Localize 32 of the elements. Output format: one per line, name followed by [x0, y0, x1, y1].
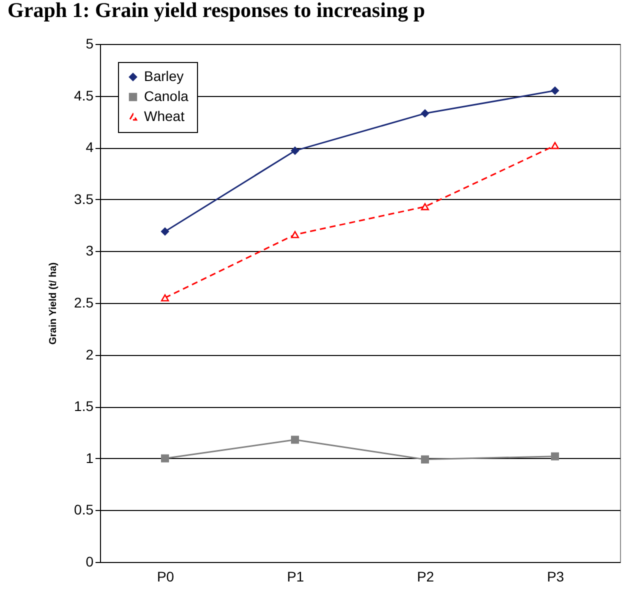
point: [550, 86, 560, 95]
point: [290, 231, 300, 238]
y-tick-label: 3: [86, 242, 94, 259]
y-tick-label: 5: [86, 36, 94, 52]
y-tick-label: 2: [86, 346, 94, 362]
x-tick-label: P1: [286, 568, 304, 584]
point: [160, 454, 170, 462]
y-axis-title: Grain Yield (t/ ha): [48, 262, 60, 345]
legend-label: Canola: [144, 88, 189, 104]
point: [420, 203, 430, 210]
point: [160, 294, 170, 302]
x-tick-label: P0: [156, 568, 174, 584]
x-tick-label: P3: [546, 568, 564, 584]
legend-label: Barley: [144, 68, 184, 84]
y-tick-label: 2.5: [74, 294, 94, 310]
point: [290, 436, 300, 444]
point: [160, 228, 170, 236]
y-tick-label: 4.5: [74, 87, 94, 104]
y-tick-label: 3.5: [74, 190, 94, 207]
y-tick-label: 1: [86, 450, 94, 466]
chart-title: Graph 1: Grain yield responses to increasing p: [8, 0, 426, 22]
legend-label: Wheat: [144, 108, 185, 124]
y-tick-label: 0.5: [74, 502, 94, 518]
y-tick-label: 1.5: [74, 398, 94, 414]
point: [290, 146, 300, 155]
point: [550, 142, 560, 150]
y-tick-label: 4: [86, 139, 94, 156]
point: [420, 109, 430, 118]
x-tick-label: P2: [416, 568, 434, 584]
point: [420, 455, 430, 464]
y-tick-label: 0: [86, 554, 94, 570]
point: [550, 452, 560, 460]
